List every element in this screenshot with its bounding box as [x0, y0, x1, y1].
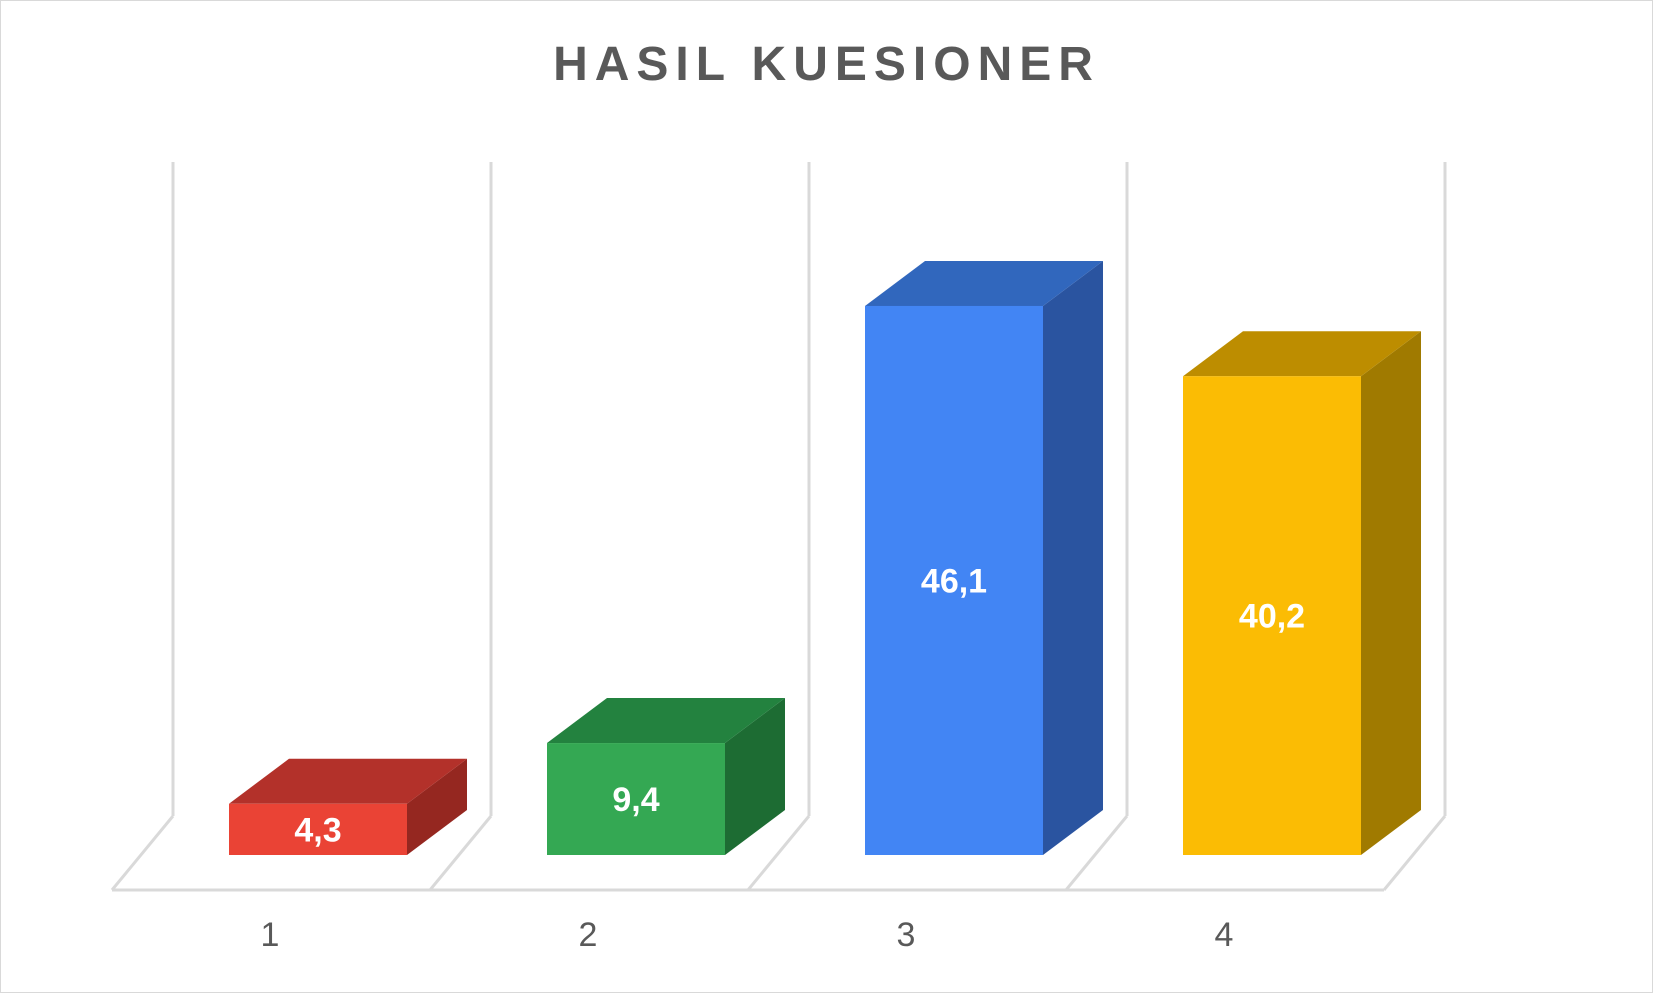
bar-side: [1043, 260, 1103, 856]
bar: [229, 803, 407, 855]
x-tick-label: 2: [579, 916, 598, 954]
data-label: 40,2: [1239, 598, 1305, 636]
bar-top: [229, 758, 467, 804]
floor-divider: [1382, 815, 1447, 891]
x-tick-label: 4: [1215, 916, 1234, 954]
chart-title: HASIL KUESIONER: [553, 38, 1100, 91]
x-tick-label: 3: [897, 916, 916, 954]
bar-side: [407, 758, 467, 855]
x-tick-label: 1: [261, 916, 280, 954]
bar: [1183, 376, 1361, 855]
data-label: 4,3: [294, 811, 341, 849]
floor-divider: [1064, 815, 1129, 891]
bar-top: [865, 260, 1103, 306]
bar-top: [1183, 331, 1421, 377]
data-label: 9,4: [612, 781, 659, 819]
bar: [547, 743, 725, 855]
floor-divider: [428, 815, 493, 891]
data-label: 46,1: [921, 562, 987, 600]
bar-side: [1361, 331, 1421, 855]
bar-top: [547, 698, 785, 744]
bar-side: [725, 698, 785, 855]
floor-divider: [110, 815, 175, 891]
bar: [865, 305, 1043, 856]
floor-divider: [746, 815, 811, 891]
